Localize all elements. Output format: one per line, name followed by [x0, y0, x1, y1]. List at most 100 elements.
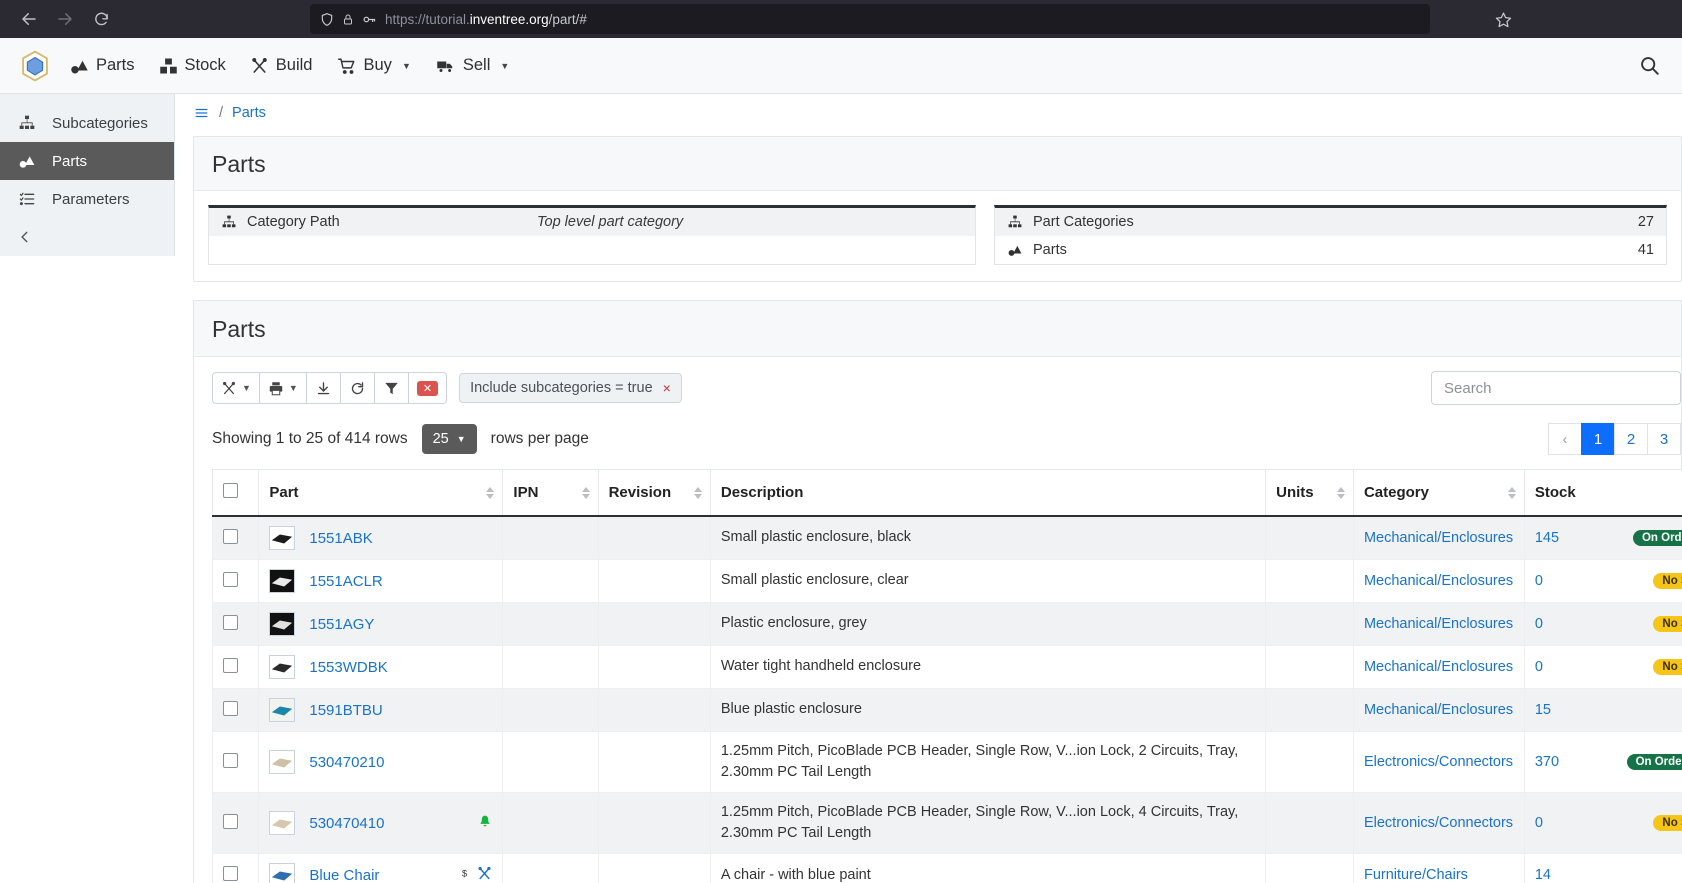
stock-quantity-link[interactable]: 370 [1534, 754, 1560, 771]
stock-cell: 0 No Stock [1523, 792, 1682, 855]
part-link[interactable]: 1551AGY [309, 615, 375, 633]
category-link[interactable]: Mechanical/Enclosures [1363, 616, 1514, 632]
stock-quantity-link[interactable]: 0 [1534, 815, 1543, 832]
svg-text:$: $ [462, 868, 467, 878]
stock-quantity-link[interactable]: 0 [1534, 616, 1543, 632]
column-header-description[interactable]: Description [709, 469, 1267, 517]
part-link[interactable]: 1553WDBK [309, 658, 388, 676]
row-checkbox[interactable] [223, 571, 238, 587]
nav-item-stock[interactable]: Stock [149, 50, 236, 81]
sidebar-item-parts[interactable]: Parts [0, 142, 174, 180]
column-header-category[interactable]: Category [1352, 469, 1525, 517]
part-link[interactable]: 530470210 [309, 753, 385, 771]
category-link[interactable]: Mechanical/Enclosures [1363, 530, 1514, 546]
dollar-icon[interactable]: $ [459, 866, 470, 883]
row-checkbox[interactable] [223, 813, 238, 829]
stock-quantity-link[interactable]: 15 [1534, 702, 1551, 718]
back-arrow-icon[interactable] [12, 4, 46, 34]
stock-quantity-link[interactable]: 0 [1534, 659, 1543, 675]
revision-cell [597, 559, 711, 603]
column-header-part[interactable]: Part [258, 469, 504, 517]
active-filter-tag[interactable]: Include subcategories = true × [459, 373, 682, 403]
stock-cell: 0 No Stock [1523, 645, 1682, 689]
shield-icon [320, 12, 334, 27]
row-checkbox[interactable] [223, 752, 238, 768]
rows-per-page-select[interactable]: 25 ▼ [421, 424, 477, 454]
nav-item-parts[interactable]: Parts [60, 50, 145, 81]
nav-item-build[interactable]: Build [240, 50, 323, 81]
part-link[interactable]: 1591BTBU [309, 701, 383, 719]
column-header-units[interactable]: Units [1265, 469, 1354, 517]
ipn-cell [502, 792, 599, 855]
search-icon[interactable] [1639, 55, 1660, 76]
part-link[interactable]: 1551ACLR [309, 572, 383, 590]
url-text: https://tutorial.inventree.org/part/# [385, 11, 587, 27]
breadcrumb-item-parts[interactable]: Parts [232, 105, 266, 121]
category-link[interactable]: Mechanical/Enclosures [1363, 659, 1514, 675]
stock-quantity-link[interactable]: 145 [1534, 530, 1560, 546]
filter-tag-label: Include subcategories = true [470, 380, 653, 396]
pagination-page-2[interactable]: 2 [1614, 423, 1648, 455]
nav-item-sell[interactable]: Sell ▼ [425, 50, 519, 81]
sitemap-icon [221, 215, 247, 229]
download-button[interactable] [306, 372, 341, 404]
category-cell: Electronics/Connectors [1352, 792, 1525, 855]
table-row[interactable]: 1551AGY Plastic enclosure, grey Mechanic… [211, 602, 1682, 646]
sidebar-item-parameters[interactable]: Parameters [0, 180, 174, 218]
breadcrumb-separator: / [219, 105, 224, 121]
part-cell: 530470410 [258, 792, 504, 855]
pagination-page-3[interactable]: 3 [1647, 423, 1681, 455]
pagination-prev[interactable]: ‹ [1548, 423, 1582, 455]
row-checkbox[interactable] [223, 528, 238, 544]
select-all-checkbox[interactable] [223, 483, 238, 498]
table-row[interactable]: 1551ABK Small plastic enclosure, black M… [211, 515, 1682, 560]
url-bar[interactable]: https://tutorial.inventree.org/part/# [310, 4, 1430, 34]
options-button[interactable]: ▼ [212, 372, 260, 404]
column-header-revision[interactable]: Revision [597, 469, 711, 517]
row-checkbox[interactable] [223, 700, 238, 716]
row-checkbox[interactable] [223, 614, 238, 630]
parts-icon [70, 57, 89, 75]
category-link[interactable]: Mechanical/Enclosures [1363, 702, 1514, 718]
close-icon[interactable]: × [662, 380, 671, 396]
bell-icon[interactable] [478, 814, 492, 833]
sidebar-collapse-button[interactable] [0, 218, 174, 256]
inventree-logo[interactable] [14, 45, 56, 87]
stock-quantity-link[interactable]: 0 [1534, 573, 1543, 589]
nav-item-buy[interactable]: Buy ▼ [327, 50, 421, 81]
part-link[interactable]: Blue Chair [309, 866, 380, 883]
print-button[interactable]: ▼ [259, 372, 307, 404]
filter-button[interactable] [374, 372, 409, 404]
clear-filters-button[interactable]: ✕ [408, 372, 448, 404]
search-input[interactable]: Search [1431, 371, 1681, 405]
forward-arrow-icon[interactable] [48, 4, 82, 34]
row-checkbox[interactable] [223, 657, 238, 673]
pagination-page-1[interactable]: 1 [1581, 423, 1615, 455]
bookmark-star-icon[interactable] [1495, 11, 1512, 28]
units-cell [1265, 853, 1354, 883]
part-link[interactable]: 1551ABK [309, 529, 373, 547]
hamburger-menu-icon[interactable] [193, 106, 210, 120]
sidebar-item-subcategories[interactable]: Subcategories [0, 104, 174, 142]
category-link[interactable]: Mechanical/Enclosures [1363, 573, 1514, 589]
category-link[interactable]: Electronics/Connectors [1363, 754, 1514, 771]
sort-icon [1507, 486, 1516, 499]
table-row[interactable]: Blue Chair $ A chair - with blue paint F… [211, 853, 1682, 883]
row-checkbox[interactable] [223, 865, 238, 881]
table-row[interactable]: 530470410 1.25mm Pitch, PicoBlade PCB He… [211, 792, 1682, 855]
reload-icon[interactable] [84, 4, 118, 34]
table-row[interactable]: 530470210 1.25mm Pitch, PicoBlade PCB He… [211, 730, 1682, 794]
category-link[interactable]: Furniture/Chairs [1363, 867, 1468, 883]
part-link[interactable]: 530470410 [309, 814, 385, 832]
refresh-button[interactable] [340, 372, 375, 404]
tools-icon[interactable] [477, 866, 492, 883]
part-thumbnail [269, 569, 296, 593]
column-header-ipn[interactable]: IPN [502, 469, 599, 517]
units-cell [1265, 602, 1354, 646]
table-row[interactable]: 1553WDBK Water tight handheld enclosure … [211, 645, 1682, 689]
stock-quantity-link[interactable]: 14 [1534, 867, 1551, 883]
table-row[interactable]: 1591BTBU Blue plastic enclosure Mechanic… [211, 688, 1682, 732]
table-row[interactable]: 1551ACLR Small plastic enclosure, clear … [211, 559, 1682, 603]
category-link[interactable]: Electronics/Connectors [1363, 815, 1514, 832]
column-header-stock[interactable]: Stock [1523, 469, 1682, 517]
